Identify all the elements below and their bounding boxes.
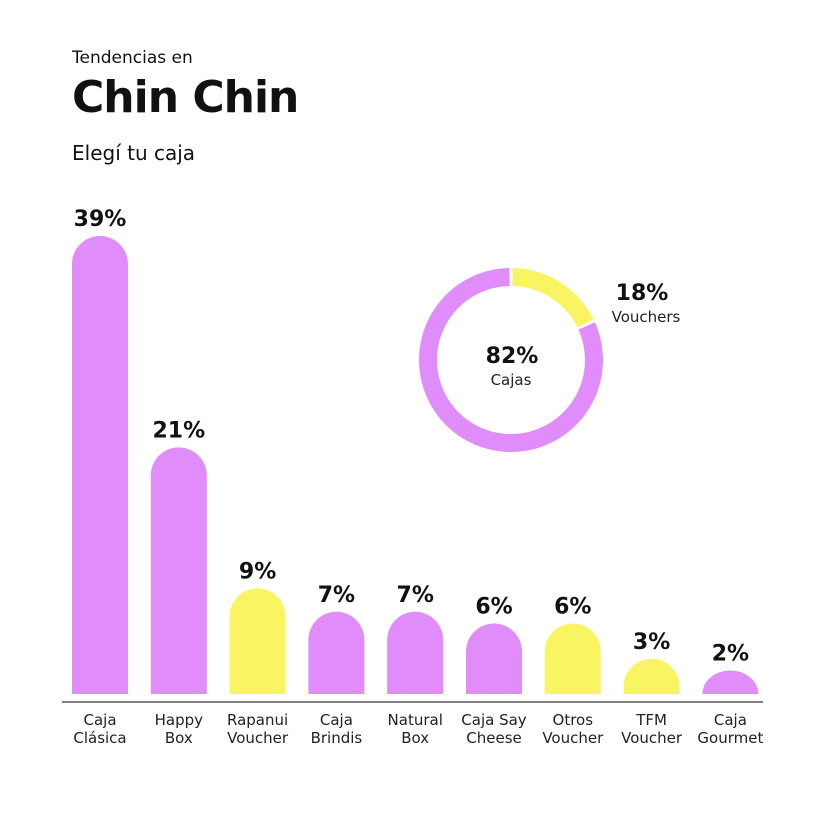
donut-slice-voucher xyxy=(511,268,594,328)
bar-1 xyxy=(150,447,207,694)
bar-chart: 39%CajaClásica21%HappyBox9%RapanuiVouche… xyxy=(72,207,763,747)
bar-value-label-5: 6% xyxy=(475,595,512,620)
category-label-1-line-1: Box xyxy=(165,729,193,747)
donut-label-cajas-name: Cajas xyxy=(491,371,532,389)
chart-title: Chin Chin xyxy=(72,72,299,123)
bar-7 xyxy=(623,658,680,694)
category-label-0-line-1: Clásica xyxy=(73,729,126,747)
category-label-2-line-1: Voucher xyxy=(227,729,289,747)
bar-6 xyxy=(544,623,601,694)
bar-value-label-3: 7% xyxy=(318,583,355,608)
category-label-6-line-0: Otros xyxy=(553,711,594,729)
chart-subtitle: Elegí tu caja xyxy=(72,141,196,165)
category-label-4-line-0: Natural xyxy=(388,711,443,729)
category-label-5-line-0: Caja Say xyxy=(461,711,527,729)
bar-8 xyxy=(702,670,759,694)
category-label-6-line-1: Voucher xyxy=(542,729,604,747)
category-label-1-line-0: Happy xyxy=(155,711,204,729)
category-label-8-line-0: Caja xyxy=(714,711,747,729)
bar-value-label-1: 21% xyxy=(152,418,205,443)
category-label-4-line-1: Box xyxy=(401,729,429,747)
category-label-7-line-1: Voucher xyxy=(621,729,683,747)
bar-value-label-7: 3% xyxy=(633,630,670,655)
category-label-5-line-1: Cheese xyxy=(466,729,521,747)
bar-0 xyxy=(72,236,128,694)
donut-label-vouchers-name: Vouchers xyxy=(612,308,681,326)
chart-pretitle: Tendencias en xyxy=(72,48,193,68)
donut-slice-caja xyxy=(419,268,603,452)
bar-value-label-2: 9% xyxy=(239,559,276,584)
bar-4 xyxy=(387,611,444,694)
donut-label-cajas-value: 82% xyxy=(486,344,539,369)
category-label-0-line-0: Caja xyxy=(83,711,116,729)
bar-value-label-4: 7% xyxy=(397,583,434,608)
donut-label-vouchers-value: 18% xyxy=(616,281,669,306)
category-label-2-line-0: Rapanui xyxy=(227,711,288,729)
category-label-3-line-0: Caja xyxy=(320,711,353,729)
bar-2 xyxy=(229,588,286,694)
bar-value-label-0: 39% xyxy=(74,207,127,232)
bar-value-label-8: 2% xyxy=(712,642,749,667)
category-label-7-line-0: TFM xyxy=(635,711,667,729)
bar-5 xyxy=(466,623,522,694)
donut-chart: 18% Vouchers 82% Cajas xyxy=(419,268,681,452)
bar-3 xyxy=(308,611,365,694)
category-label-8-line-1: Gourmet xyxy=(697,729,763,747)
bar-value-label-6: 6% xyxy=(554,595,591,620)
category-label-3-line-1: Brindis xyxy=(311,729,363,747)
